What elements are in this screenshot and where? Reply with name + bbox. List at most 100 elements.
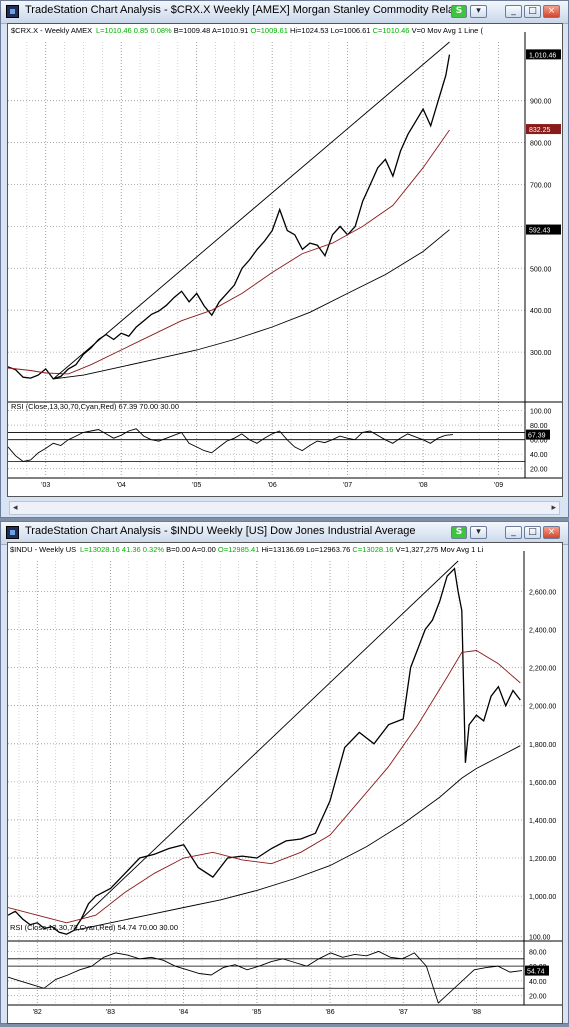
tradestation-app-icon: [6, 526, 19, 539]
overlay-line: [53, 41, 450, 380]
window-titlebar[interactable]: TradeStation Chart Analysis - $INDU Week…: [1, 522, 568, 545]
price-marker-label: 832.25: [529, 127, 551, 134]
y-tick-label: 800.00: [530, 141, 552, 148]
symbol-label: $INDU - Weekly US: [10, 545, 76, 554]
window-title: TradeStation Chart Analysis - $CRX.X Wee…: [25, 4, 458, 16]
scroll-left-arrow-icon[interactable]: ◂: [13, 503, 18, 513]
minimize-button[interactable]: _: [505, 5, 522, 18]
quote-field: 0.85: [132, 26, 149, 35]
rsi-value-marker: [526, 429, 550, 440]
x-tick-label: '87: [399, 1009, 408, 1016]
x-tick-label: '06: [268, 482, 277, 489]
symbol-link-button[interactable]: S: [451, 526, 467, 539]
x-tick-label: '85: [252, 1009, 261, 1016]
quote-field: L=13028.16: [80, 545, 120, 554]
y-tick-label: 900.00: [530, 99, 552, 106]
y-tick-label: 1,400.00: [529, 818, 556, 825]
x-tick-label: '82: [33, 1009, 42, 1016]
link-dropdown-icon[interactable]: ▾: [470, 5, 487, 18]
quote-field: 0.08%: [148, 26, 172, 35]
price-marker-label: 1,010.46: [529, 52, 556, 59]
rsi-tick-label: 40.00: [530, 452, 548, 459]
rsi-value-marker: [525, 965, 549, 976]
price-chart-svg[interactable]: $CRX.X - Weekly AMEX L=1010.46 0.85 0.08…: [7, 24, 565, 496]
quote-field: Hi=13136.69: [259, 545, 304, 554]
rsi-tick-label: 20.00: [530, 467, 548, 474]
price-marker: [526, 224, 561, 235]
y-tick-label: 300.00: [530, 350, 552, 357]
x-tick-label: '07: [343, 482, 352, 489]
price-series-line: [7, 54, 451, 380]
x-tick-label: '88: [472, 1009, 481, 1016]
chart-area[interactable]: $CRX.X - Weekly AMEX L=1010.46 0.85 0.08…: [7, 23, 565, 497]
rsi-tick-label: 20.00: [529, 994, 547, 1001]
quote-field: Lo=12963.76: [304, 545, 350, 554]
minimize-button[interactable]: _: [505, 526, 522, 539]
y-tick-label: 2,400.00: [529, 628, 556, 635]
x-tick-label: '08: [419, 482, 428, 489]
rsi-label: RSI (Close,13,30,70,Cyan,Red) 54.74 70.0…: [10, 923, 178, 932]
rsi-label: RSI (Close,13,30,70,Cyan,Red) 67.39 70.0…: [11, 402, 179, 411]
chart-window-indu[interactable]: TradeStation Chart Analysis - $INDU Week…: [0, 521, 569, 1024]
x-tick-label: '84: [179, 1009, 188, 1016]
rsi-tick-label: 100.00: [530, 409, 552, 416]
quote-field: C=13028.16: [350, 545, 393, 554]
rsi-tick-label: 40.00: [529, 979, 547, 986]
overlay-line: [7, 129, 450, 375]
y-tick-label: 1,200.00: [529, 856, 556, 863]
price-marker-label: 592.43: [529, 228, 551, 235]
y-tick-label: 500.00: [530, 266, 552, 273]
rsi-tick-label: 80.00: [529, 949, 547, 956]
quote-field: 0.32%: [141, 545, 165, 554]
scroll-right-arrow-icon[interactable]: ▸: [551, 503, 556, 513]
price-marker: [526, 49, 561, 60]
quote-line: L=1010.46 0.85 0.08% B=1009.48 A=1010.91…: [96, 26, 483, 35]
y-tick-label: 1,000.00: [529, 894, 556, 901]
tradestation-app-icon: [6, 5, 19, 18]
maximize-button[interactable]: □: [524, 5, 541, 18]
maximize-button[interactable]: □: [524, 526, 541, 539]
window-titlebar[interactable]: TradeStation Chart Analysis - $CRX.X Wee…: [1, 1, 568, 24]
x-tick-label: '86: [325, 1009, 334, 1016]
quote-field: A=1010.91: [210, 26, 248, 35]
quote-field: 41.36: [120, 545, 141, 554]
x-tick-label: '05: [192, 482, 201, 489]
rsi-line: [7, 428, 454, 462]
y-tick-label: 2,000.00: [529, 704, 556, 711]
y-tick-label: 1,600.00: [529, 780, 556, 787]
quote-field: Mov Avg 1 Li: [438, 545, 483, 554]
y-tick-label: 2,200.00: [529, 666, 556, 673]
rsi-tick-label: 60.00: [530, 438, 548, 445]
link-dropdown-icon[interactable]: ▾: [470, 526, 487, 539]
rsi-tick-label: 100.00: [529, 935, 551, 942]
overlay-line: [53, 229, 450, 380]
price-chart-svg[interactable]: $INDU - Weekly US L=13028.16 41.36 0.32%…: [7, 543, 564, 1023]
quote-field: O=12985.41: [216, 545, 260, 554]
quote-field: B=0.00: [164, 545, 190, 554]
overlay-line: [80, 560, 459, 920]
quote-field: C=1010.46: [370, 26, 409, 35]
quote-line: L=13028.16 41.36 0.32% B=0.00 A=0.00 O=1…: [80, 545, 484, 554]
x-tick-label: '03: [41, 482, 50, 489]
quote-field: Mov Avg 1 Line (: [425, 26, 483, 35]
overlay-line: [73, 745, 521, 931]
symbol-link-button[interactable]: S: [451, 5, 467, 18]
quote-field: Hi=1024.53: [288, 26, 329, 35]
quote-field: L=1010.46: [96, 26, 132, 35]
close-button[interactable]: ×: [543, 5, 560, 18]
chart-window-crx[interactable]: TradeStation Chart Analysis - $CRX.X Wee…: [0, 0, 569, 518]
price-series-line: [7, 567, 521, 935]
chart-area[interactable]: $INDU - Weekly US L=13028.16 41.36 0.32%…: [7, 542, 564, 1024]
window-title: TradeStation Chart Analysis - $INDU Week…: [25, 525, 416, 537]
quote-field: V=0: [409, 26, 425, 35]
symbol-label: $CRX.X - Weekly AMEX: [11, 26, 92, 35]
overlay-line: [7, 650, 521, 924]
close-button[interactable]: ×: [543, 526, 560, 539]
x-tick-label: '09: [494, 482, 503, 489]
quote-field: Lo=1006.61: [329, 26, 371, 35]
y-tick-label: 400.00: [530, 308, 552, 315]
rsi-value-label: 67.39: [528, 433, 546, 440]
horizontal-scrollbar[interactable]: ◂ ▸: [9, 501, 560, 515]
y-tick-label: 1,800.00: [529, 742, 556, 749]
quote-field: B=1009.48: [172, 26, 211, 35]
